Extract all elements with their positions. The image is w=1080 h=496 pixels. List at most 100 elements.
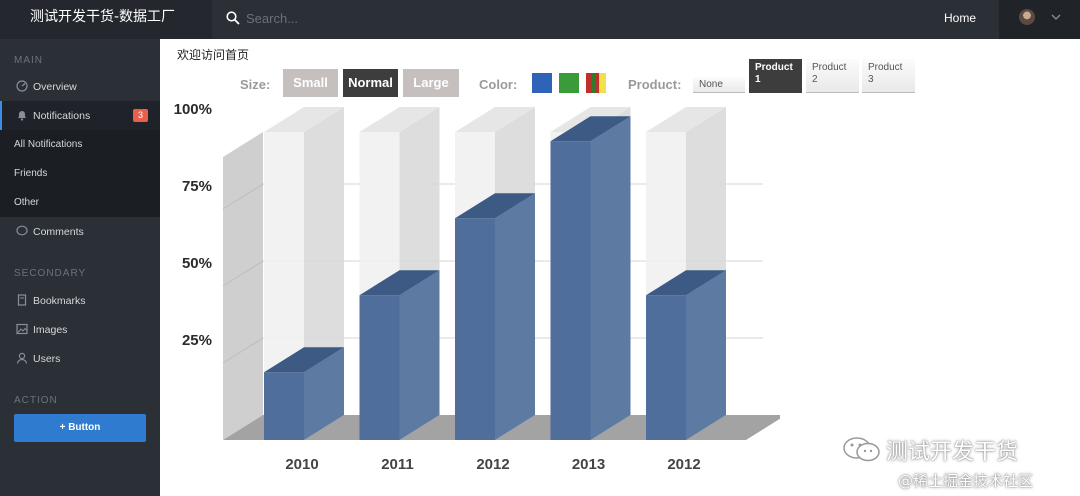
search-input[interactable] <box>246 8 546 28</box>
sidebar: MAIN Overview Notifications 3 All Notifi… <box>0 39 160 496</box>
bar-top <box>455 193 535 219</box>
sidebar-subitem-friends[interactable]: Friends <box>0 159 160 188</box>
comment-icon <box>16 225 28 236</box>
gridline-wall <box>222 183 264 210</box>
bar-side <box>590 116 631 441</box>
gridline-wall <box>222 337 264 364</box>
sidebar-item-images[interactable]: Images <box>0 315 160 344</box>
color-label: Color: <box>479 77 518 92</box>
x-tick-label: 2011 <box>381 456 414 473</box>
search-icon <box>226 11 240 25</box>
image-icon <box>16 323 28 335</box>
bookmark-icon <box>17 294 27 306</box>
size-normal-button[interactable]: Normal <box>343 69 398 97</box>
product-none-button[interactable]: None <box>693 77 745 93</box>
x-tick-label: 2013 <box>572 456 605 473</box>
product-3-number: 3 <box>868 74 874 85</box>
color-green-swatch[interactable] <box>559 73 579 93</box>
x-axis-labels: 2010 2011 2012 2013 2012 <box>285 456 700 473</box>
bar-top <box>264 347 344 373</box>
sidebar-item-label: All Notifications <box>14 139 83 150</box>
product-label: Product: <box>628 77 682 92</box>
sidebar-item-label: Notifications <box>33 110 91 122</box>
sidebar-item-label: Friends <box>14 168 48 179</box>
color-multi-swatch[interactable] <box>586 73 606 93</box>
product-2-number: 2 <box>812 74 818 85</box>
sidebar-item-label: Other <box>14 197 40 208</box>
notification-count-badge: 3 <box>133 109 148 122</box>
gridline-wall <box>222 260 264 287</box>
bell-icon <box>18 111 26 121</box>
bar-track-top <box>359 107 440 132</box>
size-small-button[interactable]: Small <box>283 69 338 97</box>
bar-track-top <box>455 107 535 132</box>
size-large-button[interactable]: Large <box>403 69 459 97</box>
sidebar-subitem-other[interactable]: Other <box>0 188 160 217</box>
product-1-number: 1 <box>755 74 761 85</box>
bar <box>359 107 440 440</box>
sidebar-item-label: Overview <box>33 81 77 93</box>
bar-front <box>359 295 400 440</box>
bar-front <box>455 218 495 440</box>
y-tick-label: 25% <box>182 332 212 349</box>
x-tick-label: 2012 <box>476 456 509 473</box>
bar <box>455 107 535 440</box>
bar-track-top <box>264 107 344 132</box>
bar <box>264 107 344 440</box>
watermark-subtitle: @稀土掘金技术社区 <box>898 472 1034 490</box>
wechat-icon <box>843 437 880 462</box>
y-tick-label: 50% <box>182 255 212 272</box>
sidebar-item-notifications[interactable]: Notifications 3 <box>0 101 160 130</box>
x-tick-label: 2012 <box>667 456 700 473</box>
sidebar-item-label: Images <box>33 324 68 336</box>
bar-front <box>264 372 304 440</box>
sidebar-item-label: Users <box>33 353 61 365</box>
chevron-down-icon[interactable] <box>1051 12 1061 22</box>
bar <box>550 107 631 441</box>
y-axis-ticks: 25% 50% 75% 100% <box>174 101 212 349</box>
bar-front <box>646 295 686 440</box>
sidebar-subitem-all-notifications[interactable]: All Notifications <box>0 130 160 159</box>
bar-side <box>686 270 726 440</box>
bar-chart: 25% 50% 75% 100% 2010 2011 2012 2013 2012 <box>174 101 780 473</box>
sidebar-item-comments[interactable]: Comments <box>0 217 160 246</box>
sidebar-item-bookmarks[interactable]: Bookmarks <box>0 286 160 315</box>
chart-bars <box>264 107 726 441</box>
left-wall <box>223 132 263 440</box>
bar-top <box>646 270 726 296</box>
top-bar: 测试开发干货-数据工厂 Home <box>0 0 1080 39</box>
home-link[interactable]: Home <box>944 11 977 25</box>
bar-side <box>495 193 535 440</box>
brand-title[interactable]: 测试开发干货-数据工厂 <box>0 0 212 39</box>
y-tick-label: 100% <box>174 101 212 118</box>
sidebar-item-label: Comments <box>33 226 84 238</box>
product-1-label: Product <box>755 62 793 73</box>
section-title-secondary: SECONDARY <box>14 268 87 279</box>
bar-front <box>550 141 591 441</box>
watermark-title: 测试开发干货 <box>886 440 1019 465</box>
user-icon <box>16 352 28 364</box>
action-button[interactable]: + Button <box>14 414 146 442</box>
bar-side <box>399 270 440 440</box>
bar-top <box>550 116 631 142</box>
color-blue-swatch[interactable] <box>532 73 552 93</box>
avatar[interactable] <box>1019 9 1035 25</box>
product-3-button[interactable]: Product 3 <box>862 59 915 93</box>
y-tick-label: 75% <box>182 178 212 195</box>
section-title-main: MAIN <box>14 55 43 66</box>
section-title-action: ACTION <box>14 395 58 406</box>
bar <box>646 107 726 440</box>
user-menu[interactable] <box>999 0 1080 39</box>
bar-top <box>359 270 440 296</box>
product-1-button[interactable]: Product 1 <box>749 59 802 93</box>
x-tick-label: 2010 <box>285 456 318 473</box>
dashboard-icon <box>16 80 28 92</box>
page-title: 欢迎访问首页 <box>177 48 250 62</box>
sidebar-item-label: Bookmarks <box>33 295 86 307</box>
size-label: Size: <box>240 77 271 92</box>
product-3-label: Product <box>868 62 903 73</box>
sidebar-item-overview[interactable]: Overview <box>0 72 160 101</box>
sidebar-item-users[interactable]: Users <box>0 344 160 373</box>
bar-side <box>304 347 344 440</box>
product-2-button[interactable]: Product 2 <box>806 59 859 93</box>
